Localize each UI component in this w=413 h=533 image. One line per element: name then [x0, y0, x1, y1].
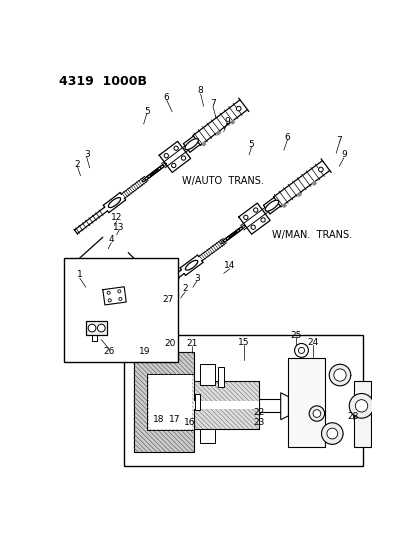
Bar	[199, 429, 215, 443]
Bar	[149, 375, 192, 429]
Text: 7: 7	[335, 136, 341, 146]
Bar	[124, 335, 362, 466]
Text: 22: 22	[253, 408, 264, 417]
Text: W/MAN.  TRANS.: W/MAN. TRANS.	[272, 230, 351, 240]
Circle shape	[328, 364, 350, 386]
Text: 28: 28	[347, 412, 358, 421]
Text: 12: 12	[111, 213, 122, 222]
Text: 2: 2	[182, 284, 188, 293]
Polygon shape	[282, 204, 285, 207]
Bar	[288, 358, 325, 447]
Circle shape	[312, 410, 320, 417]
Text: 23: 23	[253, 417, 264, 426]
Circle shape	[164, 154, 168, 158]
Circle shape	[181, 156, 185, 160]
Text: 24: 24	[307, 338, 318, 347]
Bar	[92, 335, 97, 341]
Circle shape	[354, 400, 367, 412]
Text: 3: 3	[83, 150, 89, 159]
Circle shape	[108, 299, 111, 302]
Bar	[199, 364, 215, 385]
Text: 3: 3	[193, 273, 199, 282]
Text: 14: 14	[224, 261, 235, 270]
Text: 16: 16	[184, 417, 195, 426]
Circle shape	[250, 225, 255, 229]
Polygon shape	[297, 193, 301, 196]
Circle shape	[173, 146, 178, 150]
Circle shape	[107, 291, 110, 294]
Circle shape	[309, 406, 324, 421]
Circle shape	[349, 393, 373, 418]
Text: 1: 1	[77, 270, 83, 279]
Circle shape	[119, 297, 122, 301]
Circle shape	[171, 163, 176, 168]
Polygon shape	[280, 393, 288, 419]
Text: 9: 9	[340, 150, 346, 159]
Text: 15: 15	[237, 338, 249, 347]
Circle shape	[97, 324, 105, 332]
Bar	[218, 367, 224, 387]
Polygon shape	[202, 142, 205, 146]
Polygon shape	[216, 132, 220, 135]
Bar	[195, 394, 199, 410]
Text: 26: 26	[103, 348, 114, 357]
Polygon shape	[230, 120, 234, 124]
Bar	[85, 321, 107, 335]
Bar	[147, 374, 193, 431]
Circle shape	[321, 423, 342, 445]
Circle shape	[260, 218, 265, 222]
Text: 27: 27	[162, 295, 173, 304]
Text: 19: 19	[139, 348, 151, 357]
Text: 20: 20	[164, 339, 175, 348]
Bar	[64, 258, 178, 362]
Text: 25: 25	[290, 330, 301, 340]
Text: 5: 5	[248, 140, 254, 149]
Circle shape	[326, 428, 337, 439]
Text: 2: 2	[74, 159, 80, 168]
Circle shape	[298, 348, 304, 353]
Circle shape	[253, 208, 257, 212]
Circle shape	[333, 369, 345, 381]
Polygon shape	[312, 182, 316, 185]
Bar	[133, 352, 193, 452]
Text: 7: 7	[209, 100, 215, 109]
Text: 8: 8	[197, 86, 203, 95]
Text: 17: 17	[168, 415, 180, 424]
Bar	[85, 321, 107, 335]
Text: 6: 6	[284, 133, 290, 142]
Text: 5: 5	[143, 107, 149, 116]
Circle shape	[318, 167, 323, 172]
Circle shape	[294, 343, 308, 357]
Text: 4: 4	[108, 235, 114, 244]
Circle shape	[88, 324, 96, 332]
Bar	[193, 381, 259, 429]
Bar	[193, 401, 259, 409]
Text: W/AUTO  TRANS.: W/AUTO TRANS.	[182, 176, 263, 186]
Text: 4319  1000B: 4319 1000B	[59, 75, 147, 88]
Text: 9: 9	[223, 117, 229, 126]
Circle shape	[243, 215, 247, 220]
Text: 21: 21	[186, 339, 197, 348]
Bar	[353, 381, 370, 447]
Text: 18: 18	[153, 415, 164, 424]
Circle shape	[236, 106, 240, 111]
Circle shape	[118, 290, 121, 293]
Text: 6: 6	[164, 93, 169, 102]
Text: 13: 13	[113, 223, 124, 232]
